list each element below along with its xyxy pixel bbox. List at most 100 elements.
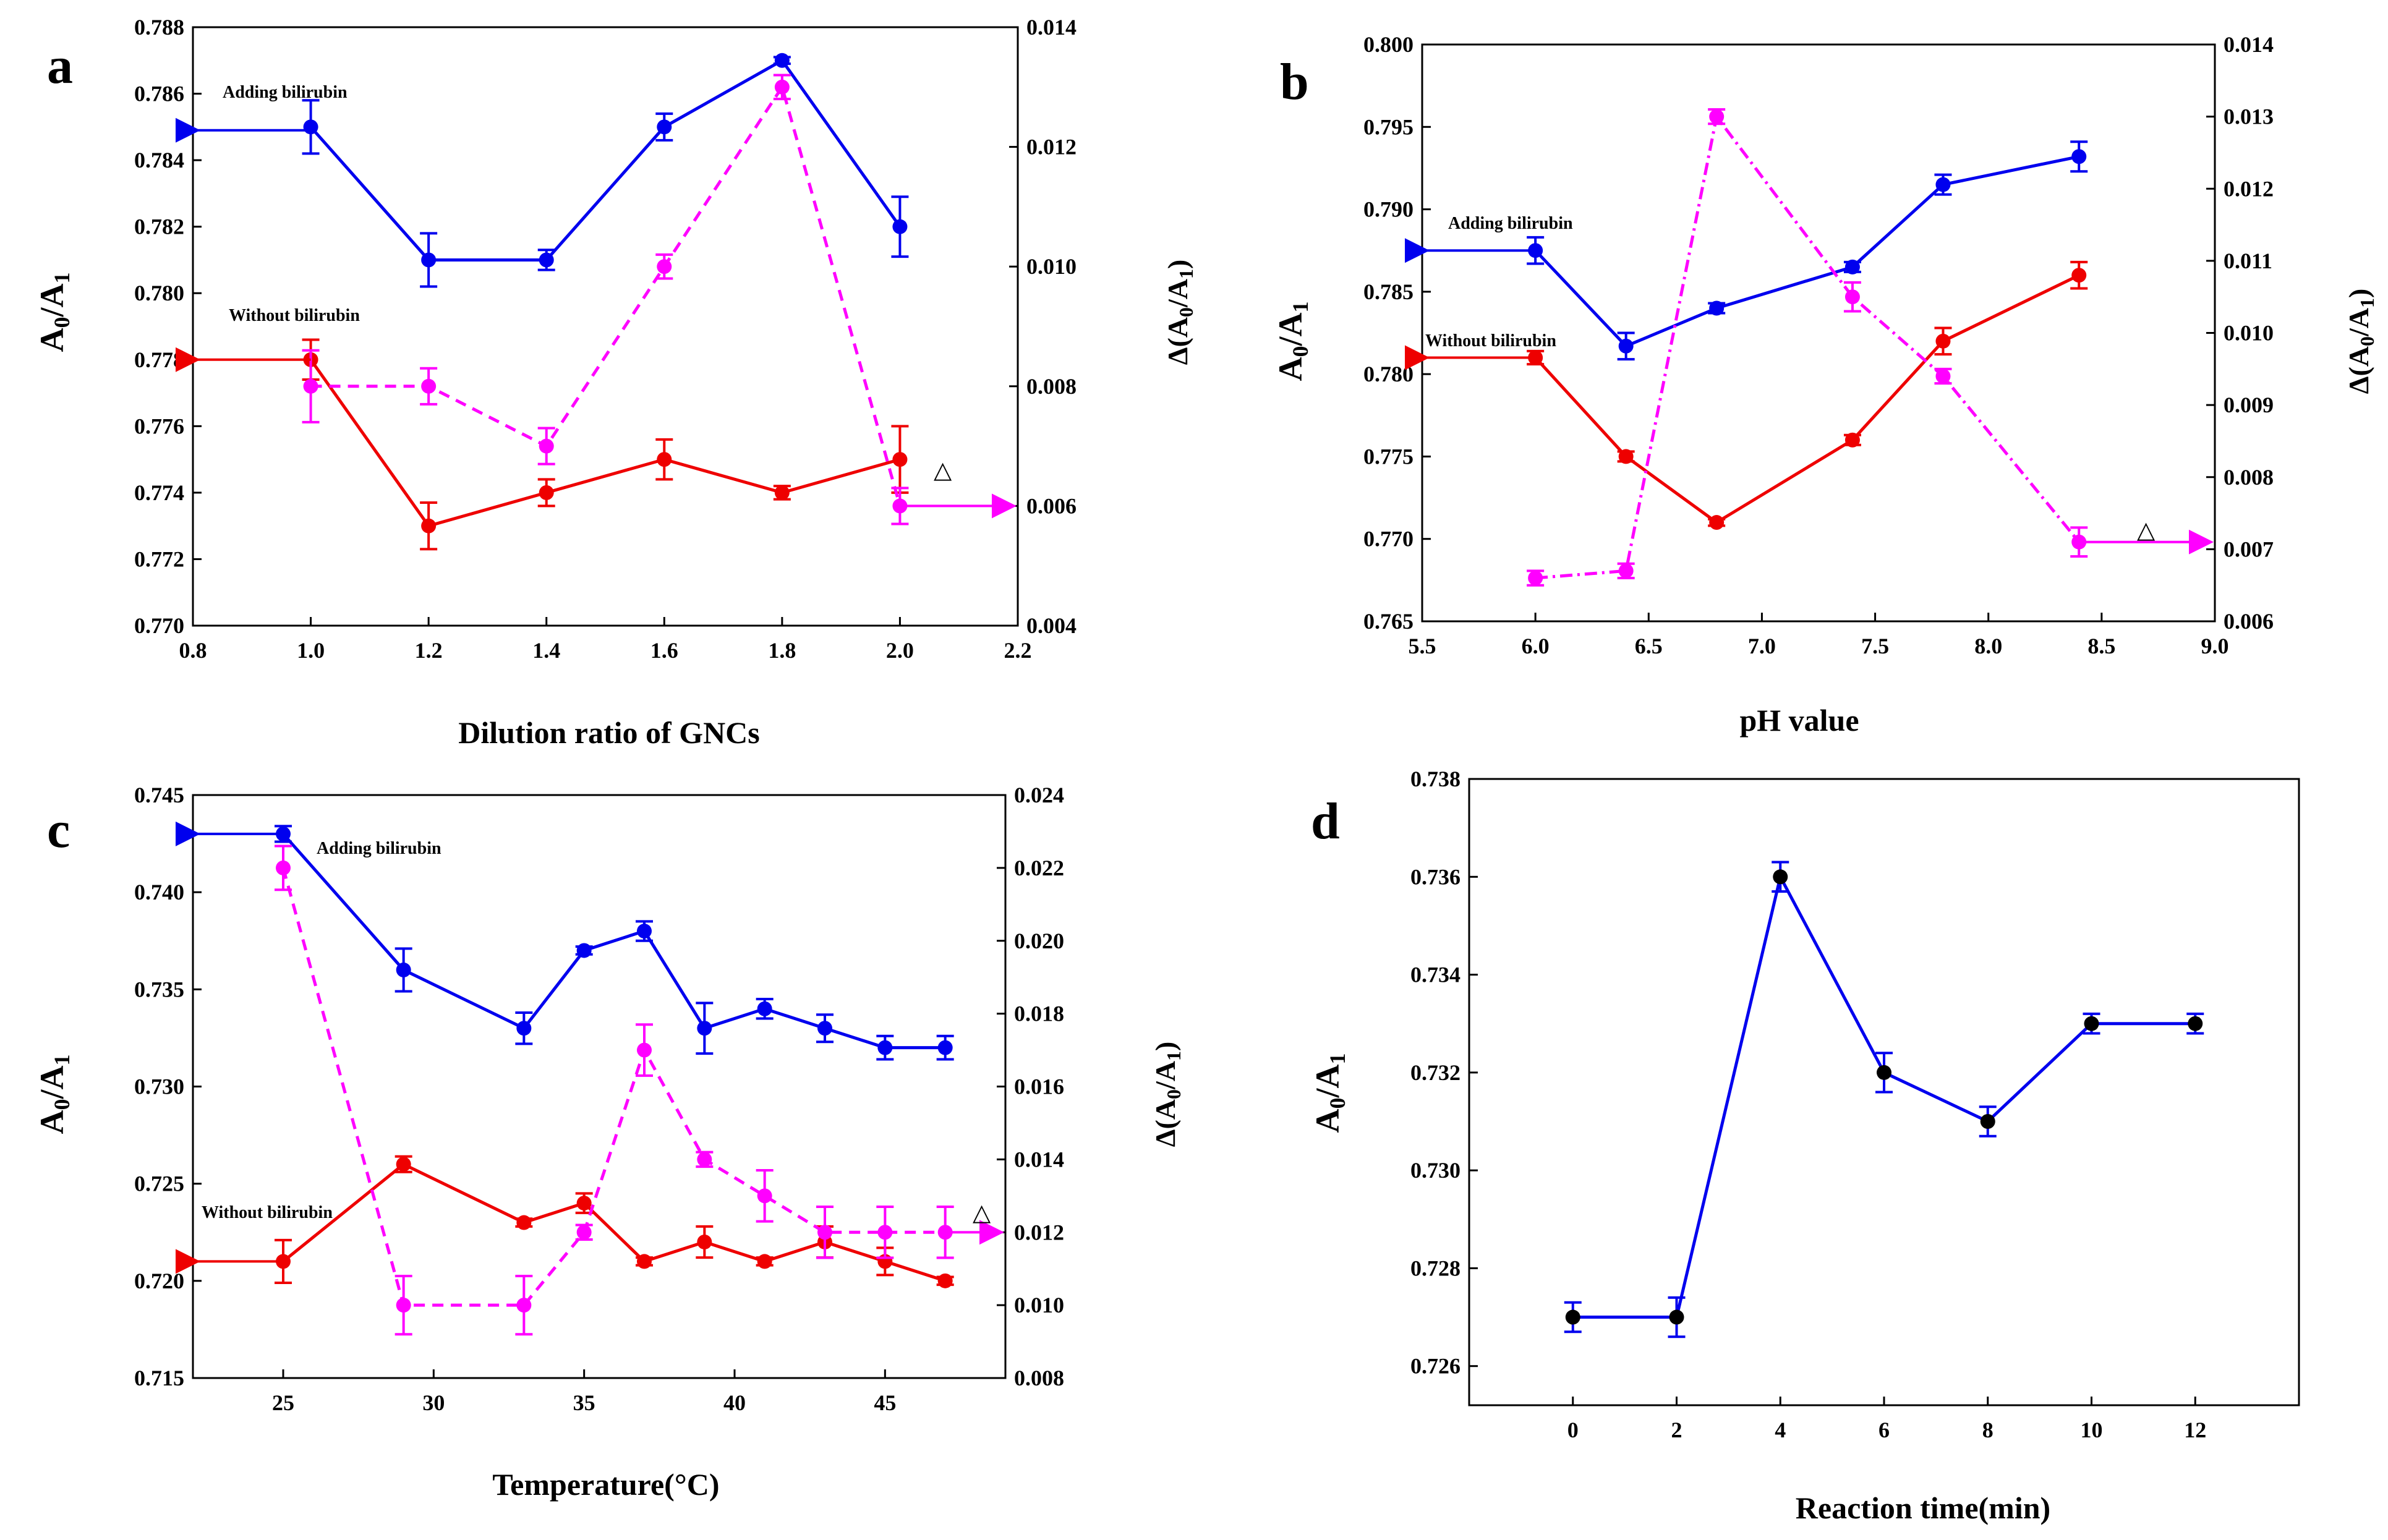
y-tick-label: 0.800 <box>1363 32 1414 57</box>
data-point-delta <box>421 378 437 394</box>
series-line-adding-bilirubin <box>1534 155 2079 348</box>
data-point-delta <box>877 1225 893 1240</box>
x-tick-label: 2.2 <box>1004 638 1032 663</box>
data-point-without-bilirubin <box>1844 432 1860 448</box>
x-tick-label: 9.0 <box>2201 634 2229 658</box>
x-tick-label: 2 <box>1671 1418 1682 1442</box>
panel-a-xlabel: Dilution ratio of GNCs <box>458 715 760 750</box>
data-point-without-bilirubin <box>757 1254 772 1269</box>
x-tick-label: 2.0 <box>886 638 914 663</box>
data-point-without-bilirubin <box>774 485 790 500</box>
y2-tick-label: 0.014 <box>1026 15 1077 40</box>
data-point-delta <box>1935 368 1951 384</box>
x-tick-label: 12 <box>2184 1418 2206 1442</box>
y-tick-label: 0.790 <box>1363 197 1414 222</box>
data-point-delta <box>657 259 672 274</box>
x-tick-label: 8 <box>1982 1418 1994 1442</box>
series-line-delta <box>310 85 902 507</box>
y-tick-label: 0.774 <box>134 480 184 505</box>
data-point-adding-bilirubin <box>1935 177 1951 192</box>
series-line-delta <box>281 867 945 1307</box>
panel-c-xlabel: Temperature(°C) <box>492 1467 719 1502</box>
panel-c-without-label: Without bilirubin <box>202 1203 333 1222</box>
data-point-delta <box>1844 289 1860 305</box>
y2-tick-label: 0.008 <box>1014 1366 1064 1390</box>
data-point-a0/a1 <box>1565 1309 1580 1325</box>
data-point-without-bilirubin <box>892 452 908 467</box>
panel-c: c 25 30 35 40 45 0.715 0.720 0.725 0.730 0.735 0.7… <box>33 783 1185 1502</box>
y2-tick-label: 0.020 <box>1014 929 1064 953</box>
y2-tick-label: 0.012 <box>1026 135 1077 160</box>
panel-b-ylabel: A0/A1 <box>1272 302 1313 381</box>
panel-a-label: a <box>47 37 73 95</box>
data-point-a0/a1 <box>1773 869 1788 885</box>
data-point-without-bilirubin <box>516 1215 532 1230</box>
data-point-delta <box>1528 571 1543 586</box>
data-point-without-bilirubin <box>421 518 437 534</box>
data-point-without-bilirubin <box>697 1234 712 1249</box>
y-tick-label: 0.784 <box>134 148 184 172</box>
x-tick-label: 1.0 <box>297 638 325 663</box>
y-tick-label: 0.728 <box>1410 1256 1461 1280</box>
data-point-adding-bilirubin <box>516 1021 532 1036</box>
data-point-adding-bilirubin <box>1709 300 1725 316</box>
y2-tick-label: 0.014 <box>2224 32 2274 57</box>
panel-c-triangle-marker: △ <box>973 1200 991 1226</box>
panel-c-ylabel: A0/A1 <box>33 1055 74 1134</box>
data-point-adding-bilirubin <box>2071 149 2087 164</box>
panel-a-y2label: Δ(A0/A1) <box>1162 260 1197 365</box>
y-tick-label: 0.772 <box>134 547 184 571</box>
y-tick-label: 0.725 <box>134 1172 184 1196</box>
series-line-adding-bilirubin <box>282 833 945 1050</box>
y2-tick-label: 0.008 <box>1026 374 1077 399</box>
data-point-without-bilirubin <box>1618 449 1634 464</box>
y2-tick-label: 0.016 <box>1014 1074 1064 1099</box>
panel-c-y2label: Δ(A0/A1) <box>1149 1042 1185 1147</box>
panel-c-adding-label: Adding bilirubin <box>317 839 441 858</box>
y-tick-label: 0.740 <box>134 880 184 904</box>
y2-tick-label: 0.012 <box>1014 1220 1064 1244</box>
data-point-adding-bilirubin <box>396 962 411 977</box>
x-tick-label: 0.8 <box>179 638 207 663</box>
x-tick-label: 5.5 <box>1409 634 1436 658</box>
y-tick-label: 0.745 <box>134 783 184 807</box>
data-point-a0/a1 <box>2084 1016 2099 1031</box>
x-tick-label: 1.4 <box>532 638 560 663</box>
x-tick-label: 10 <box>2081 1418 2103 1442</box>
y-tick-label: 0.734 <box>1410 963 1461 987</box>
panel-b-xlabel: pH value <box>1739 703 1859 738</box>
data-point-adding-bilirubin <box>1844 259 1860 274</box>
y2-tick-label: 0.009 <box>2224 393 2274 417</box>
panel-b-adding-label: Adding bilirubin <box>1448 214 1573 233</box>
panel-b: b 5.5 6.0 6.5 7.0 7.5 8.0 8.5 9.0 0.765 0.770 0.77… <box>1272 32 2378 738</box>
data-point-adding-bilirubin <box>757 1001 772 1016</box>
data-point-adding-bilirubin <box>657 119 672 135</box>
x-tick-label: 1.8 <box>768 638 796 663</box>
data-point-without-bilirubin <box>937 1273 953 1288</box>
panel-d: d 0 2 4 6 8 10 12 0.726 0.728 0.730 0.732 0.734 0.73… <box>1309 767 2300 1525</box>
data-point-delta <box>817 1225 832 1240</box>
x-tick-label: 45 <box>874 1390 896 1415</box>
y2-tick-label: 0.004 <box>1026 613 1077 638</box>
panel-d-ylabel: A0/A1 <box>1309 1053 1350 1133</box>
panel-d-plot: 0 2 4 6 8 10 12 0.726 0.728 0.730 0.732 0.734 0.736 0… <box>1410 767 2300 1442</box>
x-tick-label: 7.5 <box>1861 634 1889 658</box>
data-point-delta <box>516 1298 532 1313</box>
data-point-delta <box>637 1042 652 1058</box>
y-tick-label: 0.786 <box>134 82 184 106</box>
y2-tick-label: 0.014 <box>1014 1147 1064 1172</box>
panel-a: a 0.8 1.0 1.2 1.4 1.6 1.8 2.0 2.2 0.770 0.772 0.77… <box>33 15 1197 750</box>
y2-tick-label: 0.013 <box>2224 104 2274 129</box>
x-tick-label: 0 <box>1567 1418 1579 1442</box>
y-tick-label: 0.730 <box>1410 1158 1461 1183</box>
data-point-adding-bilirubin <box>576 943 592 958</box>
data-point-delta <box>576 1225 592 1240</box>
x-tick-label: 6.0 <box>1522 634 1550 658</box>
x-tick-label: 30 <box>422 1390 445 1415</box>
x-tick-label: 7.0 <box>1748 634 1776 658</box>
series-line-delta <box>1535 115 2081 580</box>
y2-tick-label: 0.012 <box>2224 176 2274 201</box>
data-point-adding-bilirubin <box>892 219 908 234</box>
series-line-without-bilirubin <box>1534 273 2080 524</box>
y2-tick-label: 0.010 <box>1014 1293 1064 1317</box>
